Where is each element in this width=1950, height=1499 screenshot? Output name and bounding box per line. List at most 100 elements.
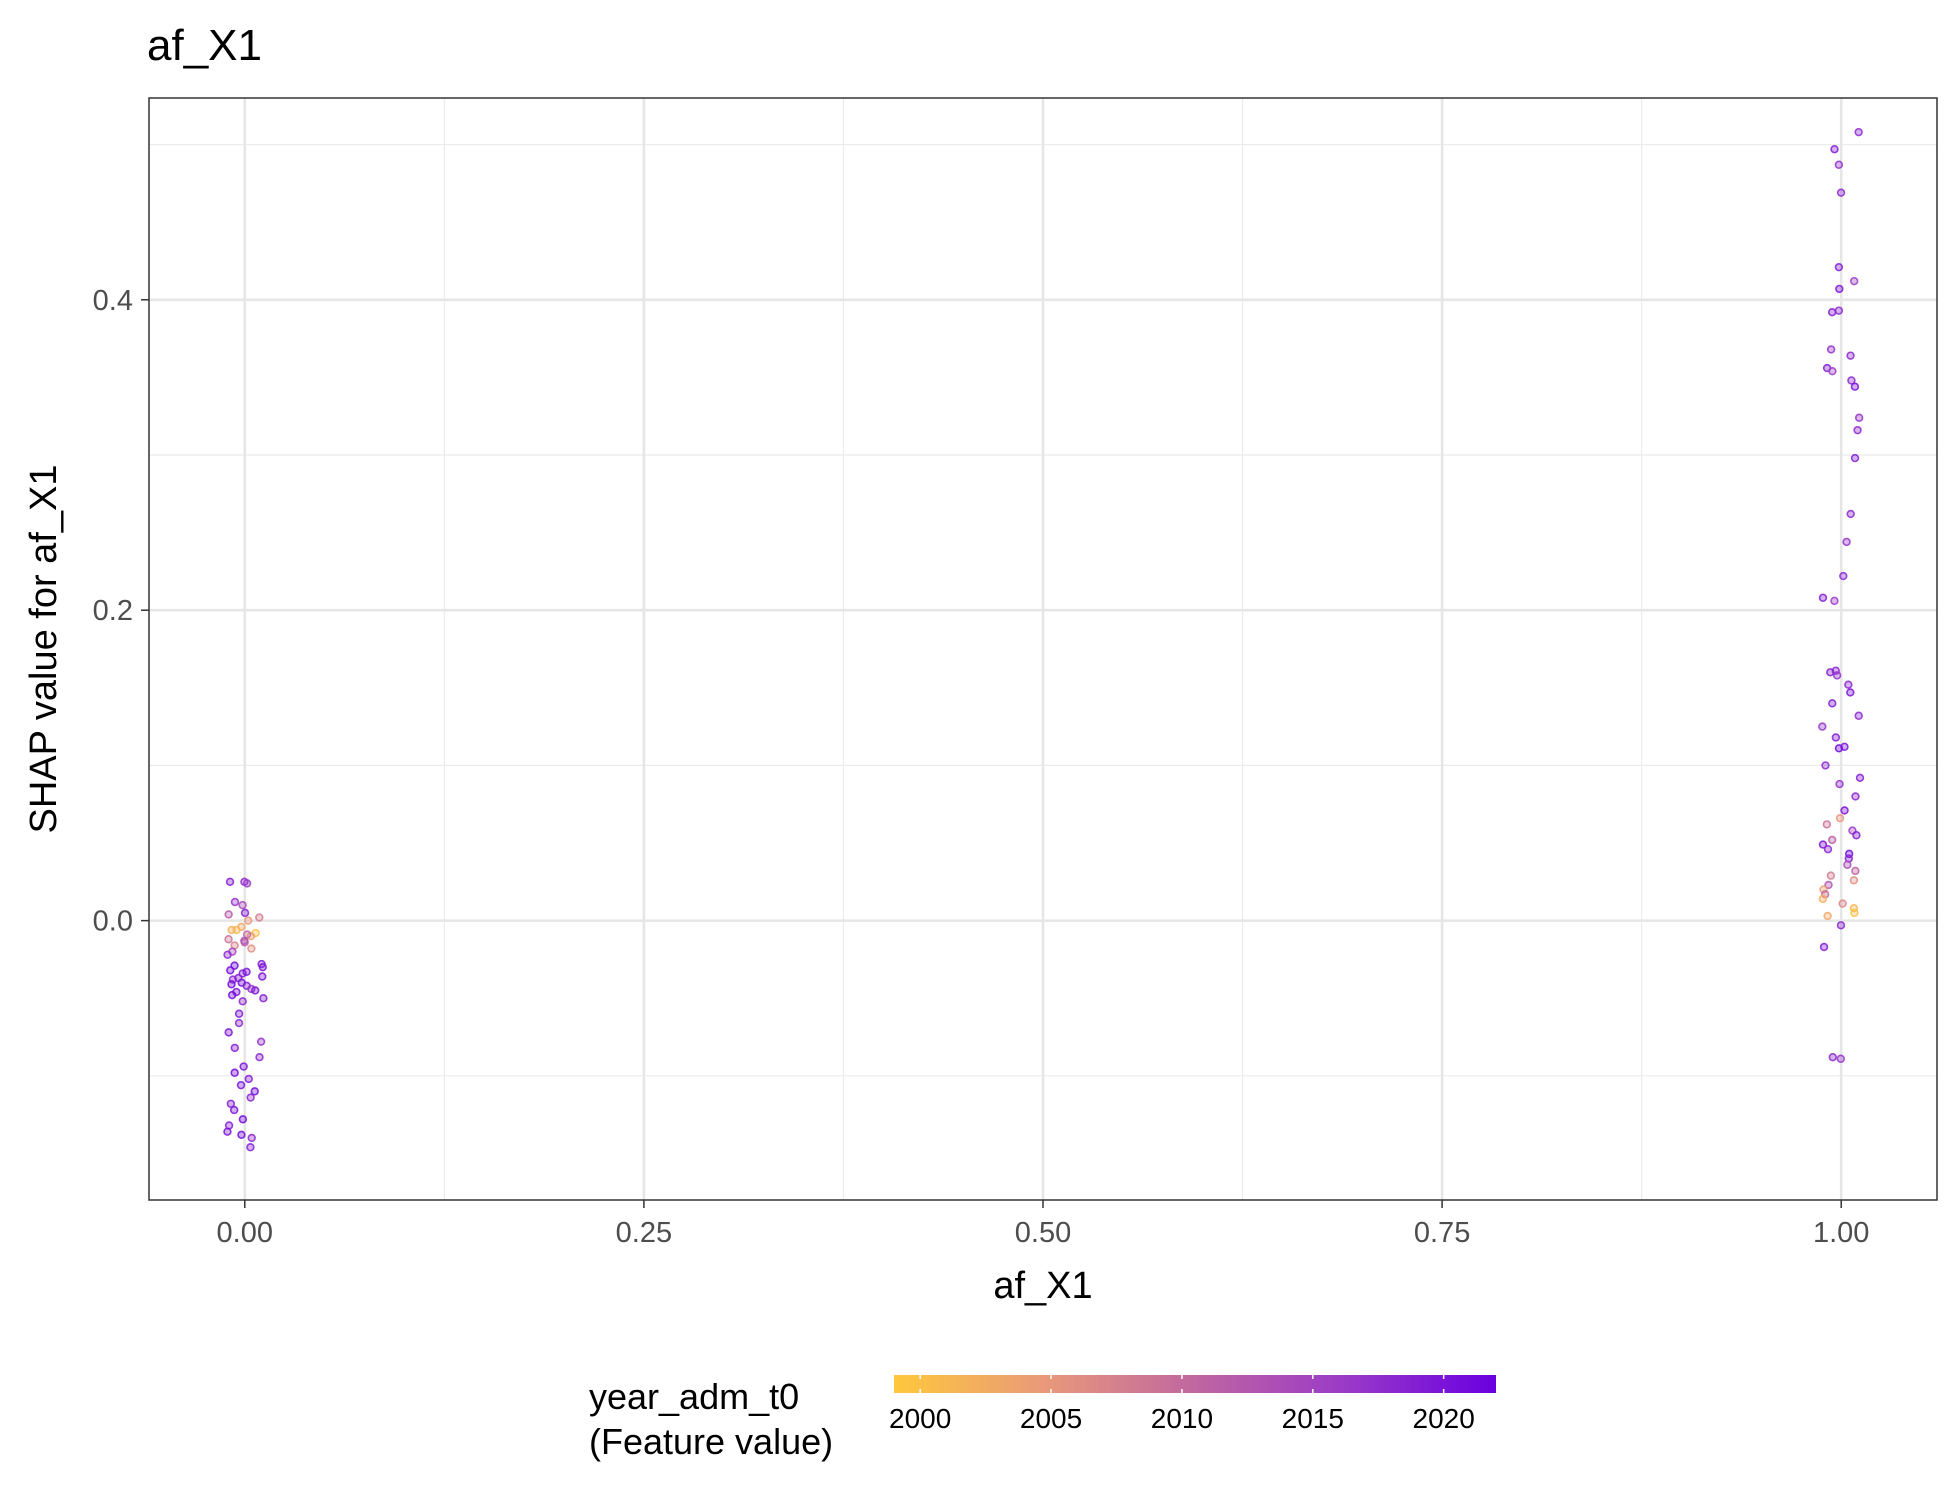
data-point — [242, 967, 251, 977]
data-point — [1849, 876, 1859, 885]
y-tick-label: 0.4 — [93, 285, 133, 317]
legend-tick-label: 2020 — [1413, 1403, 1475, 1434]
data-point — [1846, 351, 1855, 360]
data-point — [242, 879, 252, 888]
data-point — [1836, 921, 1846, 930]
x-tick-label: 0.00 — [217, 1217, 273, 1249]
data-point — [1851, 866, 1860, 876]
data-point — [1835, 779, 1844, 789]
data-point — [236, 1080, 246, 1090]
data-point — [1835, 813, 1845, 823]
data-point — [1854, 413, 1864, 422]
data-point — [1832, 671, 1842, 680]
x-tick-label: 1.00 — [1813, 1217, 1869, 1249]
data-point — [240, 908, 250, 918]
data-point — [1824, 880, 1833, 890]
data-point — [238, 900, 247, 910]
data-point — [1823, 845, 1833, 854]
chart-title: af_X1 — [147, 21, 262, 70]
legend-colorbar — [894, 1375, 1496, 1393]
data-point — [227, 980, 236, 989]
data-point — [1827, 307, 1837, 317]
data-point — [1846, 688, 1855, 697]
data-point — [1834, 160, 1844, 169]
data-point — [247, 944, 256, 953]
data-point — [1827, 835, 1837, 845]
data-point — [1836, 1054, 1845, 1063]
data-point — [1844, 680, 1853, 689]
legend-tick-label: 2005 — [1020, 1403, 1082, 1434]
data-point — [230, 897, 240, 907]
data-point — [259, 994, 268, 1003]
data-point — [1846, 509, 1855, 519]
data-point — [238, 1115, 248, 1124]
data-point — [226, 1099, 236, 1108]
data-point — [1821, 761, 1830, 770]
data-point — [1831, 733, 1841, 742]
data-point — [1847, 376, 1856, 385]
x-axis-ticks: 0.00 0.25 0.50 0.75 1.00 — [217, 1200, 1869, 1249]
data-point — [255, 1053, 264, 1062]
data-point — [1838, 899, 1847, 908]
data-point — [1852, 831, 1861, 840]
data-point — [1849, 276, 1859, 286]
data-point — [1828, 366, 1837, 376]
data-point — [230, 1043, 239, 1053]
data-point — [240, 936, 249, 945]
data-point — [1830, 145, 1839, 154]
data-point — [225, 877, 235, 887]
data-point — [1839, 571, 1848, 581]
data-point — [255, 913, 264, 922]
data-point — [1826, 668, 1835, 677]
data-point — [246, 1093, 255, 1102]
data-point — [1850, 382, 1860, 391]
data-point — [244, 1074, 253, 1084]
data-point — [1828, 1053, 1837, 1062]
data-point — [234, 973, 243, 983]
data-point — [1818, 593, 1828, 602]
data-point — [1836, 188, 1846, 197]
data-point — [1818, 722, 1827, 731]
data-point — [1818, 894, 1828, 904]
data-point — [1834, 744, 1844, 753]
data-point — [246, 1143, 255, 1152]
data-point — [1819, 942, 1829, 952]
data-point — [250, 1087, 259, 1096]
data-point — [239, 1062, 248, 1071]
y-tick-label: 0.0 — [93, 906, 133, 938]
data-point — [223, 1127, 232, 1136]
data-point — [244, 916, 253, 925]
legend-tick-label: 2015 — [1282, 1403, 1344, 1434]
data-point — [1828, 699, 1837, 708]
data-point — [230, 1105, 239, 1115]
data-point — [230, 1068, 239, 1077]
data-point — [1854, 711, 1863, 720]
data-point — [1842, 537, 1851, 547]
data-point — [1826, 871, 1836, 880]
data-point — [1818, 840, 1828, 849]
data-point — [1843, 860, 1852, 869]
legend-tick-label: 2010 — [1151, 1403, 1213, 1434]
data-point — [1853, 425, 1862, 435]
data-point — [1855, 773, 1865, 783]
x-tick-label: 0.25 — [616, 1217, 672, 1249]
data-point — [1835, 284, 1844, 294]
y-axis-ticks: 0.0 0.2 0.4 — [93, 285, 149, 938]
data-point — [258, 972, 267, 981]
data-point — [238, 997, 247, 1006]
major-gridlines — [149, 98, 1937, 1200]
x-tick-label: 0.75 — [1414, 1217, 1470, 1249]
data-point — [1834, 262, 1844, 272]
legend-title-line2: (Feature value) — [589, 1421, 833, 1462]
data-point — [258, 962, 267, 972]
data-point — [224, 910, 233, 919]
data-point — [1834, 306, 1844, 315]
y-tick-label: 0.2 — [93, 595, 133, 627]
y-axis-title: SHAP value for af_X1 — [23, 465, 65, 834]
data-point — [230, 961, 239, 970]
x-axis-title: af_X1 — [993, 1265, 1092, 1307]
data-point — [247, 1133, 256, 1143]
data-point — [234, 1018, 244, 1028]
data-point — [1840, 806, 1849, 815]
